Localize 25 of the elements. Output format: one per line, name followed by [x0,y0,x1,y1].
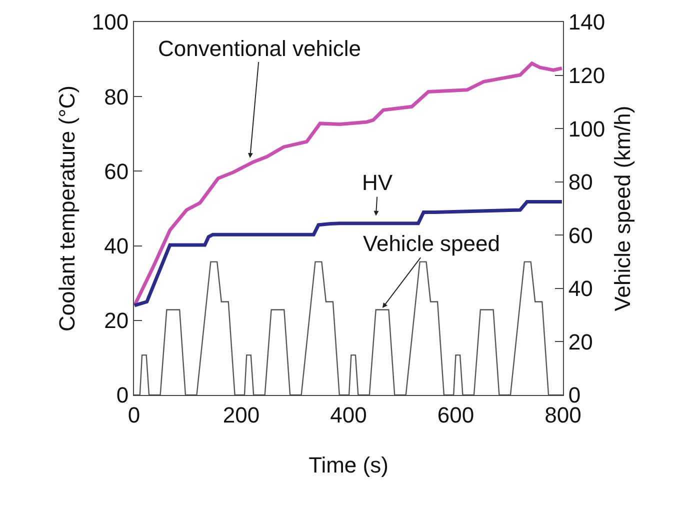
annotation: Vehicle speed [363,231,500,256]
x-tick-label: 200 [222,402,260,428]
y-tick-label: 40 [104,234,129,258]
x-axis-title: Time (s) [308,452,388,478]
y2-tick-label: 60 [568,222,593,248]
y2-tick-label: 80 [568,170,593,195]
y2-tick-label: 100 [568,116,606,142]
x-tick-label: 600 [437,402,474,428]
y2-tick-label: 120 [568,62,606,88]
line-series [134,261,563,395]
x-tick-label: 400 [330,402,367,428]
annotation: HV [362,170,393,195]
y-tick-label: 60 [104,158,129,184]
y-tick-label: 100 [92,10,129,35]
y-tick-label: 20 [104,308,129,334]
annotation: Conventional vehicle [158,36,362,61]
y2-tick-label: 20 [568,329,593,354]
y2-axis-title: Vehicle speed (km/h) [610,106,636,312]
line-series [134,200,563,308]
line-series [134,62,563,308]
y2-tick-label: 140 [568,10,606,35]
y-tick-label: 0 [116,382,129,408]
y-tick-label: 80 [104,84,129,110]
y-axis-title: Coolant temperature (°C) [54,85,80,332]
y2-tick-label: 40 [568,276,593,302]
